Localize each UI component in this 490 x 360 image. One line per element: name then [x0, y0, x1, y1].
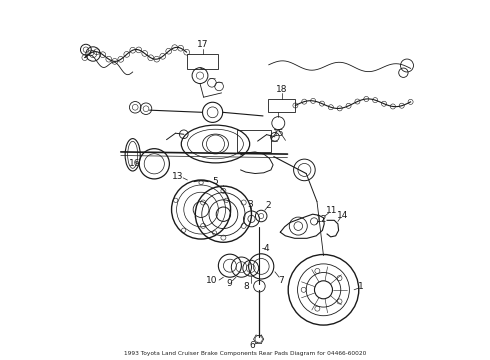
Text: 1993 Toyota Land Cruiser Brake Components Rear Pads Diagram for 04466-60020: 1993 Toyota Land Cruiser Brake Component…	[124, 351, 366, 356]
Text: 4: 4	[264, 244, 270, 253]
Text: 17: 17	[197, 40, 208, 49]
Text: 6: 6	[249, 341, 255, 350]
Text: 18: 18	[276, 85, 288, 94]
Text: 5: 5	[213, 177, 219, 186]
Text: 3: 3	[247, 200, 252, 209]
Text: 13: 13	[172, 172, 183, 181]
Bar	[269, 99, 295, 112]
Text: 14: 14	[337, 211, 348, 220]
Text: 9: 9	[226, 279, 232, 288]
Text: 7: 7	[278, 276, 284, 285]
Text: 10: 10	[206, 276, 218, 285]
Text: 16: 16	[129, 158, 140, 167]
Text: 15: 15	[273, 129, 284, 138]
Text: 1: 1	[358, 282, 364, 291]
Text: 11: 11	[326, 206, 337, 215]
Text: 12: 12	[316, 215, 327, 224]
Bar	[187, 54, 219, 69]
Text: 8: 8	[244, 282, 249, 291]
Bar	[237, 130, 271, 152]
Text: 2: 2	[266, 201, 271, 210]
